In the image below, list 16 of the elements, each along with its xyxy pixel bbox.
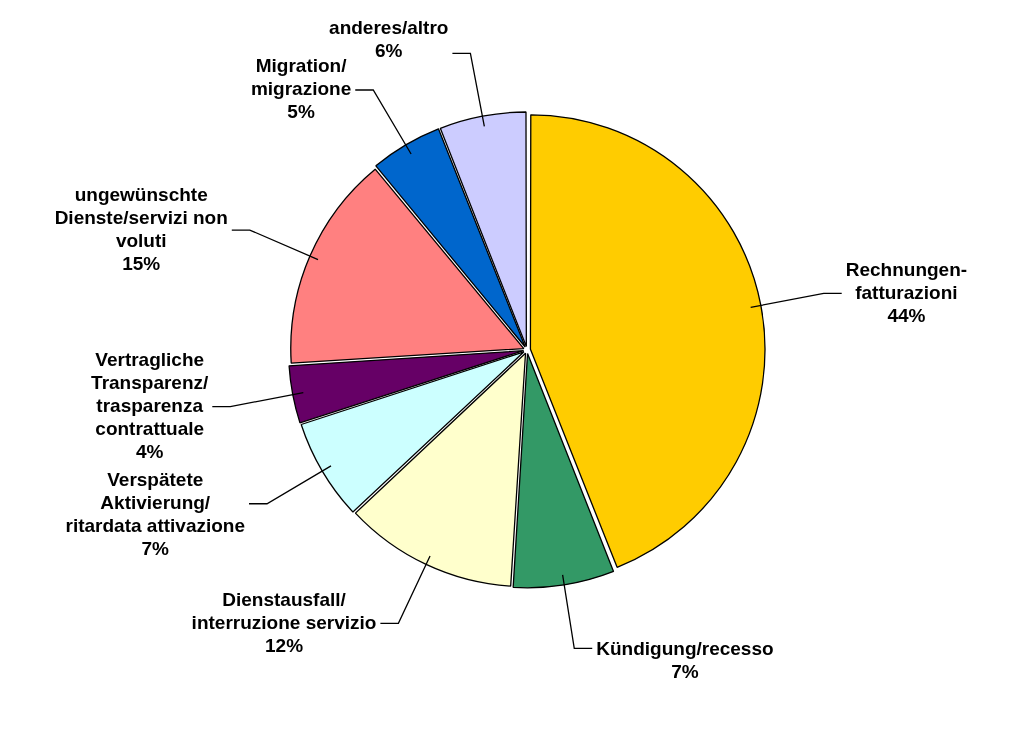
slice-label: Migration/ migrazione [250, 55, 352, 100]
data-label: 15% [122, 252, 161, 274]
slice-label: Verspätete Aktivierung/ ritardata attivazione [65, 468, 246, 536]
data-label: 4% [135, 440, 164, 462]
data-label: 7% [671, 661, 699, 683]
slice-label: Dienstausfall/ interruzione servizio [191, 588, 377, 633]
slice-label: Kündigung/recesso [596, 638, 774, 660]
slice-label: Vertragliche Transparenz/ trasparenza contrattuale [91, 348, 210, 439]
data-label: 5% [287, 101, 315, 123]
data-label: 7% [141, 537, 170, 559]
slice-label: anderes/altro [329, 17, 449, 39]
data-label: 12% [264, 634, 304, 656]
data-label: 6% [375, 40, 403, 62]
data-label: 44% [887, 304, 926, 326]
slice-label: ungewünschte Dienste/servizi non voluti [54, 183, 228, 251]
slice-label: Rechnungen- fatturazioni [845, 258, 968, 303]
